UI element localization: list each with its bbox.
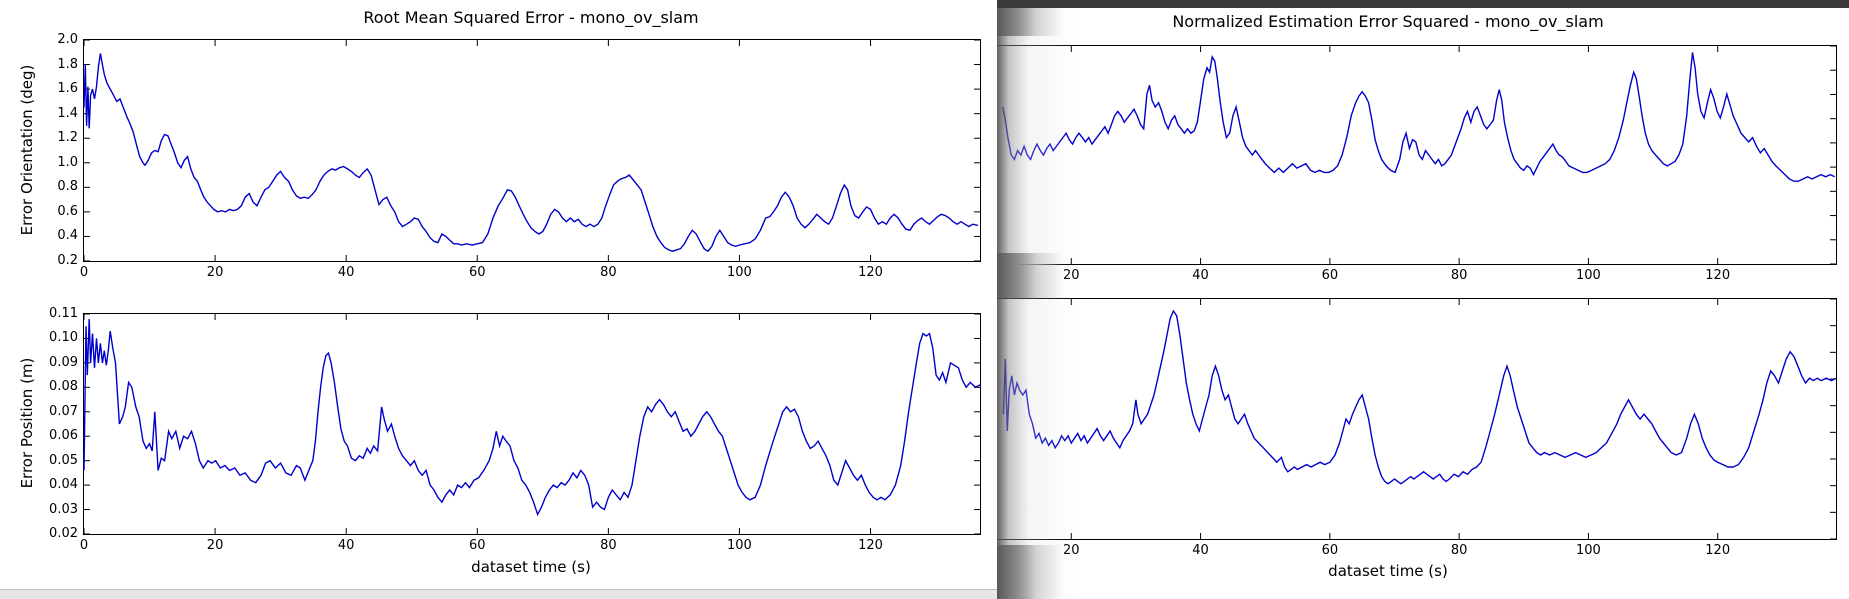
x-tick-label: 80	[600, 265, 617, 280]
x-tick-label: 40	[1192, 268, 1209, 283]
x-tick-label: 40	[337, 538, 355, 553]
left-figure-title: Root Mean Squared Error - mono_ov_slam	[363, 8, 699, 27]
y-tick-label: 2.0	[57, 32, 78, 47]
y-tick-label: 1.0	[57, 154, 78, 170]
x-tick-label: 100	[727, 538, 752, 553]
right-xlabel: dataset time (s)	[1328, 562, 1448, 580]
x-tick-label: 40	[1192, 543, 1209, 558]
nees-orientation-line	[1002, 52, 1836, 182]
window-left-shadow-band	[997, 8, 1063, 36]
y-tick-label: 0.11	[49, 306, 78, 321]
rmse-position-chart	[83, 313, 981, 535]
y-tick-label: 0.02	[49, 526, 78, 541]
y-tick-label: 1.2	[57, 130, 78, 146]
left-bottom-plot: 0 20 40 60 80 100 120 0.11 0.10 0.09 0.08 0.07 0.06 0…	[49, 306, 981, 553]
y-tick-label: 0.6	[57, 203, 78, 219]
left-xlabel: dataset time (s)	[471, 558, 591, 576]
window-top-edge	[997, 0, 1849, 8]
y-tick-label: 1.4	[57, 105, 78, 121]
right-figure-window[interactable]: Normalized Estimation Error Squared - mo…	[997, 0, 1849, 599]
y-tick-label: 0.03	[49, 501, 78, 517]
y-tick-label: 0.04	[49, 477, 78, 493]
x-tick-label: 60	[468, 538, 486, 553]
left-top-plot: 0 20 40 60 80 100 120 2.0 1.8 1.6 1.4 1.2 1.0 0.8 0.6 0…	[57, 32, 981, 280]
x-tick-label: 120	[1705, 543, 1731, 558]
window-bottom-edge	[0, 589, 997, 599]
x-tick-label: 60	[1321, 543, 1339, 558]
nees-orientation-chart	[1002, 45, 1836, 265]
x-tick-label: 120	[858, 265, 883, 280]
x-tick-label: 20	[206, 265, 224, 280]
window-left-shadow	[997, 0, 1082, 599]
x-tick-label: 80	[600, 538, 617, 553]
window-left-shadow-band	[997, 545, 1063, 599]
rmse-orientation-chart	[83, 39, 980, 262]
y-tick-label: 0.2	[57, 253, 78, 268]
x-tick-label: 100	[1575, 268, 1601, 283]
x-tick-label: 40	[337, 265, 355, 280]
y-tick-label: 0.09	[49, 354, 78, 370]
y-tick-label: 0.08	[49, 379, 78, 395]
x-tick-label: 0	[79, 265, 89, 280]
rmse-orientation-line	[83, 53, 979, 253]
y-tick-label: 0.06	[49, 428, 78, 444]
x-tick-label: 100	[727, 265, 752, 280]
x-tick-label: 100	[1575, 543, 1601, 558]
x-tick-label: 0	[79, 538, 89, 553]
y-tick-label: 0.10	[49, 330, 78, 346]
x-tick-label: 80	[1450, 268, 1468, 283]
x-tick-label: 80	[1450, 543, 1468, 558]
y-tick-label: 0.05	[49, 452, 78, 468]
x-tick-label: 120	[858, 538, 883, 553]
rmse-position-line	[83, 318, 981, 517]
y-tick-label: 0.4	[57, 228, 78, 244]
x-tick-label: 120	[1705, 268, 1731, 283]
y-tick-label: 0.8	[57, 179, 78, 195]
nees-position-chart	[1002, 298, 1837, 540]
x-tick-label: 60	[1321, 268, 1339, 283]
right-figure-title: Normalized Estimation Error Squared - mo…	[1172, 12, 1604, 31]
y-tick-label: 1.8	[57, 56, 78, 72]
nees-position-line	[1002, 309, 1837, 485]
left-figure-window[interactable]: Root Mean Squared Error - mono_ov_slam E…	[0, 0, 997, 599]
y-tick-label: 1.6	[57, 81, 78, 97]
x-tick-label: 20	[206, 538, 224, 553]
y-tick-label: 0.07	[49, 403, 78, 419]
window-left-shadow-band	[997, 253, 1063, 298]
x-tick-label: 60	[468, 265, 486, 280]
